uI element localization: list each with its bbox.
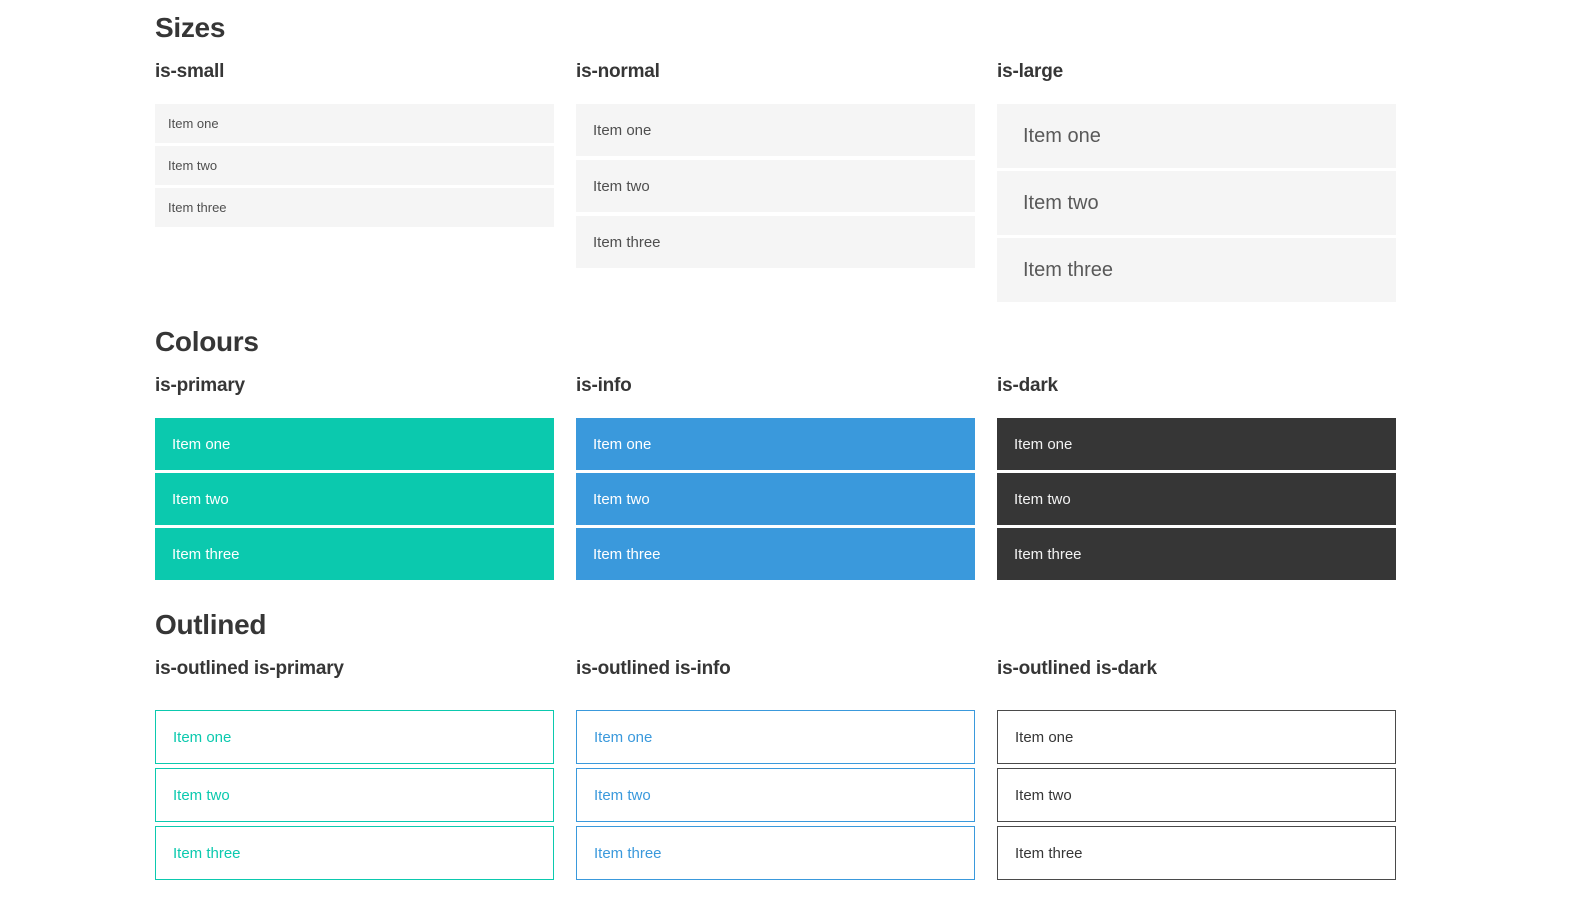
list-item[interactable]: Item three [576,216,975,268]
section-title-colours: Colours [155,326,259,357]
list-item[interactable]: Item two [576,160,975,212]
list-outlined-primary: Item one Item two Item three [155,710,554,880]
list-item[interactable]: Item three [155,528,554,580]
section-sizes: Sizes is-small Item one Item two Item th… [155,14,1595,305]
group-label-is-small: is-small [155,61,225,82]
group-is-primary: is-primary Item one Item two Item three [155,376,554,583]
group-label-is-large: is-large [997,61,1063,82]
group-label-is-normal: is-normal [576,61,660,82]
list-item[interactable]: Item two [155,473,554,525]
group-label-is-dark: is-dark [997,375,1058,396]
list-item[interactable]: Item one [576,710,975,764]
list-item[interactable]: Item two [997,473,1396,525]
outlined-grid: is-outlined is-primary Item one Item two… [155,659,1595,884]
list-item[interactable]: Item one [997,710,1396,764]
section-title-outlined: Outlined [155,609,267,640]
colours-grid: is-primary Item one Item two Item three … [155,376,1595,583]
list-is-small: Item one Item two Item three [155,104,554,227]
list-item[interactable]: Item two [997,768,1396,822]
group-outlined-info: is-outlined is-info Item one Item two It… [576,659,975,884]
list-item[interactable]: Item three [576,826,975,880]
list-item[interactable]: Item one [997,104,1396,168]
list-item[interactable]: Item two [997,171,1396,235]
list-item[interactable]: Item two [576,768,975,822]
group-is-normal: is-normal Item one Item two Item three [576,62,975,272]
list-item[interactable]: Item three [155,826,554,880]
group-outlined-primary: is-outlined is-primary Item one Item two… [155,659,554,884]
group-is-info: is-info Item one Item two Item three [576,376,975,583]
list-item[interactable]: Item three [997,528,1396,580]
list-item[interactable]: Item three [997,238,1396,302]
list-item[interactable]: Item two [576,473,975,525]
list-outlined-info: Item one Item two Item three [576,710,975,880]
list-is-info: Item one Item two Item three [576,418,975,580]
group-label-outlined-dark: is-outlined is-dark [997,658,1157,679]
group-label-outlined-info: is-outlined is-info [576,658,731,679]
group-label-is-primary: is-primary [155,375,245,396]
list-item[interactable]: Item two [155,768,554,822]
group-label-is-info: is-info [576,375,632,396]
sizes-grid: is-small Item one Item two Item three is… [155,62,1595,305]
group-outlined-dark: is-outlined is-dark Item one Item two It… [997,659,1396,884]
list-item[interactable]: Item two [155,146,554,185]
list-item[interactable]: Item one [155,710,554,764]
group-is-dark: is-dark Item one Item two Item three [997,376,1396,583]
list-outlined-dark: Item one Item two Item three [997,710,1396,880]
group-is-small: is-small Item one Item two Item three [155,62,554,230]
list-item[interactable]: Item one [155,418,554,470]
list-item[interactable]: Item three [155,188,554,227]
list-item[interactable]: Item one [576,104,975,156]
section-colours: Colours is-primary Item one Item two Ite… [155,328,1595,583]
list-is-large: Item one Item two Item three [997,104,1396,302]
section-title-sizes: Sizes [155,12,226,43]
list-item[interactable]: Item three [576,528,975,580]
list-item[interactable]: Item three [997,826,1396,880]
list-item[interactable]: Item one [576,418,975,470]
section-outlined: Outlined is-outlined is-primary Item one… [155,611,1595,884]
list-item[interactable]: Item one [155,104,554,143]
group-label-outlined-primary: is-outlined is-primary [155,658,344,679]
list-item[interactable]: Item one [997,418,1396,470]
list-is-normal: Item one Item two Item three [576,104,975,268]
group-is-large: is-large Item one Item two Item three [997,62,1396,305]
list-is-dark: Item one Item two Item three [997,418,1396,580]
list-is-primary: Item one Item two Item three [155,418,554,580]
